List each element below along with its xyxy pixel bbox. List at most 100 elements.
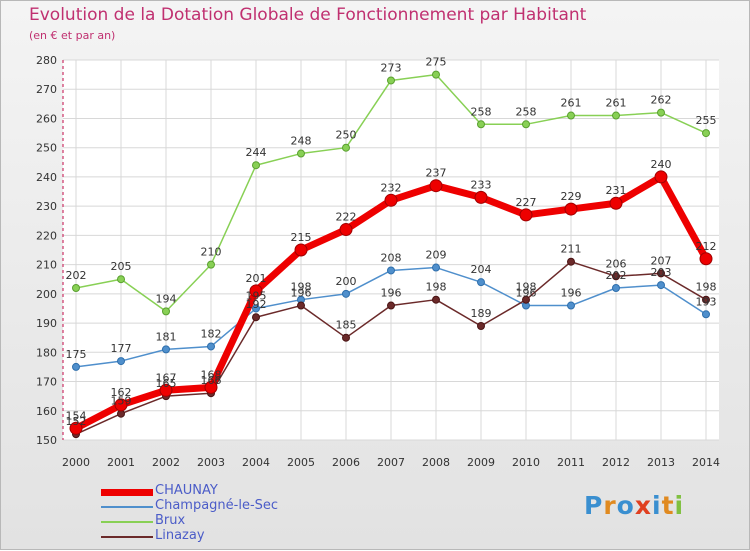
data-label: 212: [696, 240, 717, 253]
logo-letter: t: [661, 491, 675, 520]
data-label: 262: [651, 94, 672, 107]
data-point: [702, 310, 710, 319]
data-label: 166: [201, 374, 222, 387]
data-point: [432, 295, 440, 304]
y-tick-label: 270: [36, 83, 57, 96]
data-label: 193: [696, 295, 717, 308]
logo-letter: i: [674, 491, 685, 520]
data-point: [204, 380, 218, 394]
x-tick-label: 2005: [287, 456, 315, 469]
x-tick-label: 2004: [242, 456, 270, 469]
y-tick-label: 190: [36, 317, 57, 330]
data-label: 207: [651, 254, 672, 267]
data-point: [612, 111, 620, 120]
data-point: [69, 421, 83, 435]
data-point: [162, 345, 170, 354]
data-label: 209: [426, 249, 447, 262]
data-label: 248: [291, 135, 312, 148]
data-point: [387, 266, 395, 275]
legend-swatch: [101, 536, 153, 538]
data-point: [567, 111, 575, 120]
legend-swatch: [101, 489, 153, 496]
data-point: [612, 272, 620, 281]
data-label: 261: [606, 97, 627, 110]
data-label: 205: [111, 260, 132, 273]
data-label: 255: [696, 114, 717, 127]
data-label: 162: [111, 386, 132, 399]
data-label: 244: [246, 146, 267, 159]
data-point: [432, 263, 440, 272]
data-point: [207, 260, 215, 269]
data-label: 227: [516, 196, 537, 209]
data-point: [162, 307, 170, 316]
x-tick-label: 2007: [377, 456, 405, 469]
data-label: 222: [336, 211, 357, 224]
data-label: 195: [246, 289, 267, 302]
legend-swatch: [101, 521, 153, 523]
x-tick-label: 2002: [152, 456, 180, 469]
data-label: 196: [516, 287, 537, 300]
data-point: [609, 196, 623, 210]
data-label: 231: [606, 184, 627, 197]
data-point: [477, 278, 485, 287]
data-label: 159: [111, 395, 132, 408]
data-label: 189: [471, 307, 492, 320]
legend-label: Linazay: [155, 528, 205, 543]
data-point: [657, 269, 665, 278]
grid-lines: [63, 59, 719, 441]
data-point: [339, 223, 353, 237]
data-point: [297, 301, 305, 310]
data-point: [612, 284, 620, 292]
data-label: 168: [201, 368, 222, 381]
data-label: 201: [246, 272, 267, 285]
x-tick-label: 2010: [512, 456, 540, 469]
data-label: 182: [201, 327, 222, 340]
x-tick-label: 2008: [422, 456, 450, 469]
data-label: 258: [471, 105, 492, 118]
data-point: [699, 252, 713, 266]
x-tick-label: 2011: [557, 456, 585, 469]
x-tick-label: 2000: [62, 456, 90, 469]
data-label: 206: [606, 257, 627, 270]
legend-label: Brux: [155, 513, 186, 528]
data-label: 198: [426, 281, 447, 294]
data-label: 229: [561, 190, 582, 203]
data-point: [384, 193, 398, 207]
y-tick-label: 180: [36, 346, 57, 359]
data-label: 237: [426, 167, 447, 180]
data-point: [252, 161, 260, 170]
data-point: [702, 129, 710, 138]
data-label: 211: [561, 243, 582, 256]
data-label: 275: [426, 56, 447, 69]
series-lines: [69, 70, 713, 439]
data-point: [342, 333, 350, 342]
data-label: 232: [381, 181, 402, 194]
data-label: 258: [516, 105, 537, 118]
data-point: [117, 357, 125, 366]
x-tick-label: 2006: [332, 456, 360, 469]
data-point: [474, 190, 488, 204]
data-label: 204: [471, 263, 492, 276]
chart-subtitle: (en € et par an): [29, 29, 116, 42]
y-tick-label: 240: [36, 171, 57, 184]
data-point: [657, 108, 665, 117]
data-label: 202: [66, 269, 87, 282]
x-tick-label: 2012: [602, 456, 630, 469]
data-point: [159, 383, 173, 397]
data-point: [294, 243, 308, 257]
legend-label: CHAUNAY: [155, 483, 218, 498]
data-label: 233: [471, 178, 492, 191]
x-tick-label: 2009: [467, 456, 495, 469]
y-tick-label: 260: [36, 112, 57, 125]
data-label: 196: [291, 287, 312, 300]
data-label: 196: [561, 287, 582, 300]
data-labels: 154 162 167 168 201 215 222 232 237 233 227 229 231 2…: [66, 56, 717, 429]
x-tick-label: 2001: [107, 456, 135, 469]
x-axis: 2000 2001 2002 2003 2004 2005 2006 2007 2008 2009…: [62, 456, 720, 469]
data-point: [519, 208, 533, 222]
data-point: [207, 342, 215, 351]
data-label: 200: [336, 275, 357, 288]
data-label: 177: [111, 342, 132, 355]
data-point: [429, 179, 443, 193]
